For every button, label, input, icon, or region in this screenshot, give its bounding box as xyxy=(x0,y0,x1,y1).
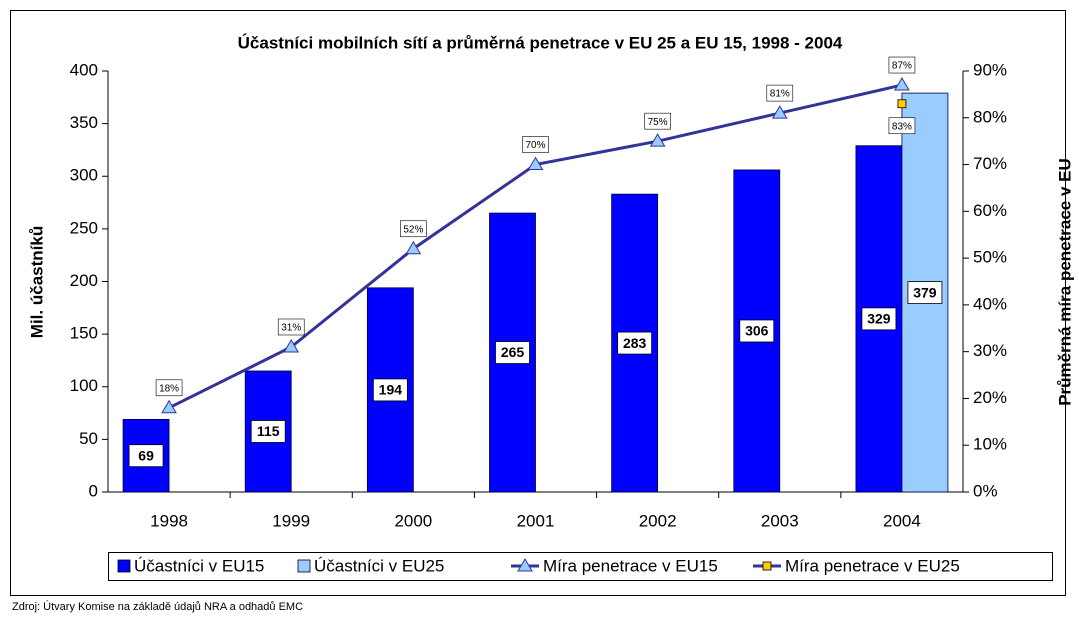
legend-marker xyxy=(517,558,533,572)
bar-label: 194 xyxy=(379,382,403,398)
point-label-box xyxy=(277,318,305,336)
legend-box xyxy=(108,552,1053,581)
bar-label-box xyxy=(861,307,897,331)
bar-label-box xyxy=(617,331,653,355)
line-marker xyxy=(894,77,910,91)
y-axis-title: Mil. účastníků xyxy=(27,226,46,338)
source-note: Zdroj: Útvary Komise na základě údajů NR… xyxy=(12,600,303,613)
point-label: 52% xyxy=(403,224,423,235)
bar-label: 306 xyxy=(745,323,769,339)
y2-tick-label: 0% xyxy=(973,481,998,500)
y2-tick-label: 90% xyxy=(973,60,1007,79)
point-label-box xyxy=(522,136,549,153)
point-label: 83% xyxy=(892,121,912,132)
y2-tick-label: 70% xyxy=(973,154,1007,173)
bar-label: 329 xyxy=(867,311,891,327)
point-label-box xyxy=(766,84,794,102)
legend-label: Účastníci v EU25 xyxy=(314,556,444,575)
x-tick-label: 2000 xyxy=(394,511,432,530)
line-marker xyxy=(649,133,666,147)
y-tick-label: 150 xyxy=(70,324,98,343)
x-tick-label: 2002 xyxy=(639,511,677,530)
line-marker xyxy=(161,399,177,414)
chart-title: Účastníci mobilních sítí a průměrná pene… xyxy=(238,33,843,52)
point-label-box xyxy=(888,117,916,135)
legend-label: Míra penetrace v EU25 xyxy=(785,556,960,575)
y2-axis-title: Průměrná míra penetrace v EU xyxy=(1055,158,1074,406)
point-label-box xyxy=(888,56,916,74)
line-marker xyxy=(897,99,907,109)
line-marker xyxy=(405,240,422,255)
y2-tick-label: 40% xyxy=(973,294,1007,313)
line-marker xyxy=(527,156,544,171)
bar-label: 265 xyxy=(501,344,525,360)
legend-marker xyxy=(762,561,772,571)
y-tick-label: 300 xyxy=(70,166,98,185)
point-label: 18% xyxy=(159,383,179,394)
y-tick-label: 250 xyxy=(70,218,98,237)
line-marker xyxy=(283,338,300,353)
point-label-box xyxy=(400,220,427,238)
bar-label-box xyxy=(128,444,164,468)
bar-label-box xyxy=(739,319,775,343)
bar-label-box xyxy=(372,378,408,402)
point-label-box xyxy=(644,112,671,130)
point-label: 70% xyxy=(525,140,545,151)
y2-tick-label: 60% xyxy=(973,201,1007,220)
y-tick-label: 100 xyxy=(70,376,98,395)
x-tick-label: 2001 xyxy=(517,511,555,530)
y-tick-label: 50 xyxy=(79,429,98,448)
bar-label: 283 xyxy=(623,335,647,351)
bar-label: 379 xyxy=(913,284,937,300)
legend-label: Účastníci v EU15 xyxy=(134,556,264,575)
y-tick-label: 0 xyxy=(89,481,98,500)
legend-label: Míra penetrace v EU15 xyxy=(543,556,718,575)
bar-label: 69 xyxy=(138,447,154,463)
legend-swatch xyxy=(297,559,311,573)
legend-swatch xyxy=(117,559,131,573)
point-label: 81% xyxy=(770,89,790,100)
bar-label-box xyxy=(907,281,943,304)
point-label-box xyxy=(155,379,183,397)
y-tick-label: 400 xyxy=(70,60,98,79)
y-tick-label: 350 xyxy=(70,113,98,132)
y2-tick-label: 10% xyxy=(973,435,1007,454)
x-tick-label: 1999 xyxy=(272,511,310,530)
x-tick-label: 1998 xyxy=(150,511,188,530)
point-label: 87% xyxy=(892,61,912,72)
y2-tick-label: 30% xyxy=(973,341,1007,360)
x-tick-label: 2004 xyxy=(883,511,921,530)
y-tick-label: 200 xyxy=(70,271,98,290)
y2-tick-label: 20% xyxy=(973,388,1007,407)
bar-label-box xyxy=(495,341,530,364)
point-label: 31% xyxy=(281,323,301,334)
bar-label-box xyxy=(250,420,286,443)
line-marker xyxy=(771,105,788,119)
y2-tick-label: 80% xyxy=(973,107,1007,126)
point-label: 75% xyxy=(648,117,668,128)
x-tick-label: 2003 xyxy=(761,511,799,530)
bar-label: 115 xyxy=(257,423,280,439)
y2-tick-label: 50% xyxy=(973,248,1007,267)
